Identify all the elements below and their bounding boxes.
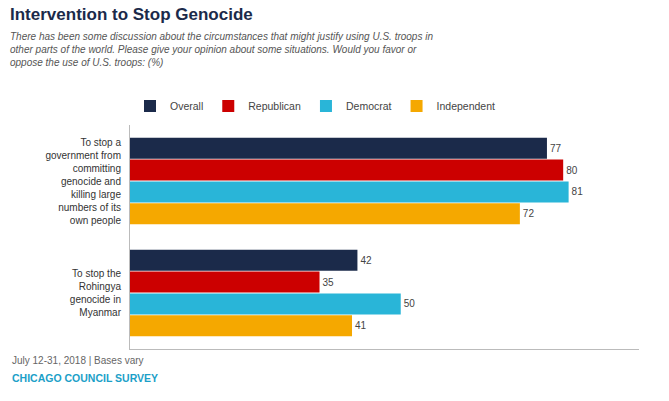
svg-text:To stop theRohingyagenocide in: To stop theRohingyagenocide inMyanmar	[70, 268, 122, 318]
svg-text:To stop agovernment fromcommit: To stop agovernment fromcommittinggenoci…	[45, 137, 121, 226]
svg-text:Intervention to Stop Genocide: Intervention to Stop Genocide	[10, 5, 253, 24]
svg-text:77: 77	[550, 143, 562, 154]
svg-text:CHICAGO COUNCIL SURVEY: CHICAGO COUNCIL SURVEY	[12, 372, 158, 384]
svg-text:50: 50	[404, 298, 416, 309]
svg-text:Republican: Republican	[248, 100, 301, 112]
svg-text:72: 72	[523, 208, 535, 219]
svg-text:41: 41	[355, 320, 367, 331]
svg-text:Overall: Overall	[170, 100, 203, 112]
svg-text:There has been some discussion: There has been some discussion about the…	[10, 31, 433, 68]
svg-text:42: 42	[360, 255, 372, 266]
svg-text:35: 35	[323, 277, 335, 288]
svg-text:81: 81	[572, 186, 584, 197]
svg-text:July 12-31, 2018 | Bases vary: July 12-31, 2018 | Bases vary	[12, 355, 144, 366]
svg-text:Independent: Independent	[437, 100, 495, 112]
svg-text:Democrat: Democrat	[346, 100, 392, 112]
svg-text:80: 80	[566, 165, 578, 176]
